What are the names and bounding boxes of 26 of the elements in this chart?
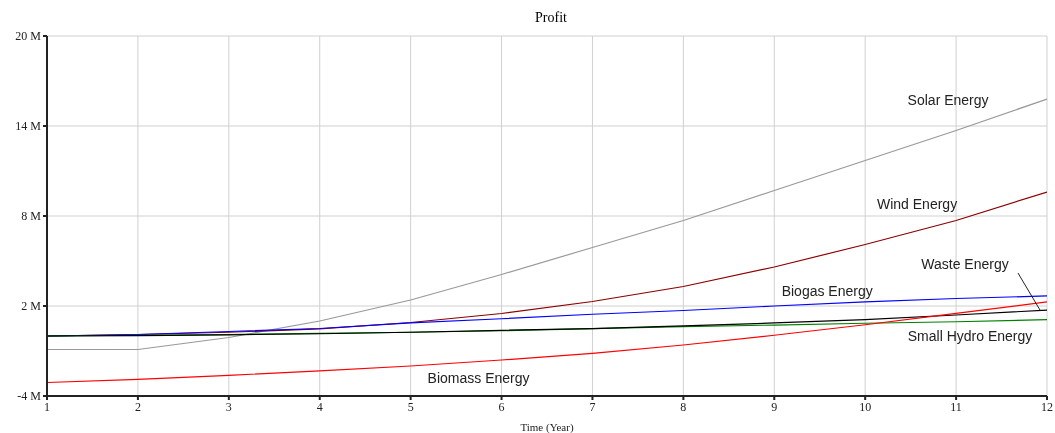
y-tick-label: 2 M	[21, 299, 42, 314]
y-tick-label: 14 M	[15, 119, 42, 134]
x-tick-label: 9	[771, 399, 778, 414]
x-tick-label: 7	[589, 399, 596, 414]
x-tick-label: 3	[225, 399, 232, 414]
series-label: Small Hydro Energy	[907, 328, 1033, 345]
line-series	[47, 301, 1047, 384]
y-tick-label: -4 M	[17, 389, 42, 404]
x-tick-label: 5	[407, 399, 414, 414]
y-tick-label: 8 M	[21, 209, 42, 224]
x-tick-label: 1	[44, 399, 50, 414]
x-tick-label: 6	[498, 399, 505, 414]
x-axis-title: Time (Year)	[520, 421, 574, 433]
x-tick-label: 12	[1041, 399, 1053, 414]
y-tick-label: 20 M	[15, 29, 42, 44]
x-tick-label: 8	[680, 399, 687, 414]
x-tick-label: 11	[950, 399, 962, 414]
series-label: Wind Energy	[877, 196, 958, 213]
x-tick-label: 4	[316, 399, 323, 414]
x-tick-label: 2	[134, 399, 141, 414]
x-tick-label: 10	[859, 399, 872, 414]
series-label: Biogas Energy	[781, 282, 873, 299]
chart-title: Profit	[534, 9, 568, 27]
text: Waste Energy	[921, 255, 1009, 272]
series-label: Biomass Energy	[427, 369, 530, 386]
series-label: Solar Energy	[907, 92, 989, 109]
